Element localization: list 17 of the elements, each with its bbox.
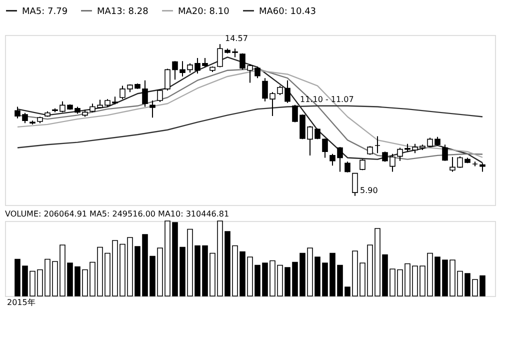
legend-label: MA20: 8.10 [178, 6, 230, 17]
candlestick [142, 80, 148, 108]
legend-label: MA60: 10.43 [259, 6, 316, 17]
annotation: 5.90 [360, 186, 378, 195]
legend-label: MA5: 7.79 [22, 6, 68, 17]
candlestick [150, 100, 156, 118]
candlestick [344, 161, 350, 173]
text: 2015年 [7, 298, 36, 307]
candlestick [442, 144, 448, 162]
legend-label: MA13: 8.28 [97, 6, 149, 17]
candlestick [374, 136, 380, 154]
candlestick [322, 138, 328, 158]
chart-title: VOLUME: 206064.91 MA5: 249516.00 MA10: 310446.81 [5, 210, 230, 219]
annotation: 11.10 - 11.07 [300, 94, 354, 104]
candlestick [352, 172, 358, 196]
annotation: 14.57 [225, 34, 248, 44]
candlestick [157, 89, 163, 103]
